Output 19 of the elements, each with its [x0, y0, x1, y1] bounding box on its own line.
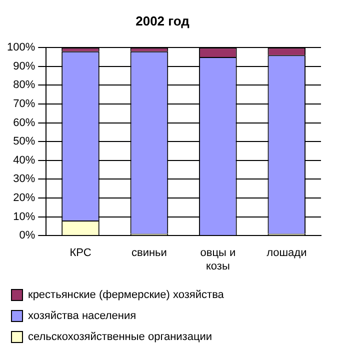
- y-tick-label: 90%: [13, 60, 36, 72]
- y-tick-label: 30%: [13, 173, 36, 186]
- y-tick-label: 60%: [13, 116, 36, 129]
- legend-label: сельскохозяйственные организации: [28, 330, 212, 342]
- y-tick-label: 80%: [13, 79, 36, 92]
- y-tick-label: 0%: [19, 230, 36, 242]
- x-tick-label: свиньи: [131, 247, 167, 260]
- x-tick-label: овцы и козы: [200, 247, 236, 272]
- legend-label: хозяйства населения: [28, 310, 136, 322]
- y-tick-label: 100%: [6, 42, 36, 54]
- y-tick-label: 40%: [13, 154, 36, 166]
- legend-label: крестьянские (фермерские) хозяйства: [28, 288, 224, 300]
- y-tick-label: 20%: [13, 192, 36, 204]
- chart-title: 2002 год: [136, 13, 190, 28]
- y-tick-label: 10%: [13, 210, 36, 223]
- x-tick-label: лошади: [266, 247, 307, 260]
- y-tick-label: 70%: [13, 98, 36, 110]
- x-tick-label: КРС: [70, 247, 92, 260]
- y-tick-label: 50%: [13, 136, 36, 148]
